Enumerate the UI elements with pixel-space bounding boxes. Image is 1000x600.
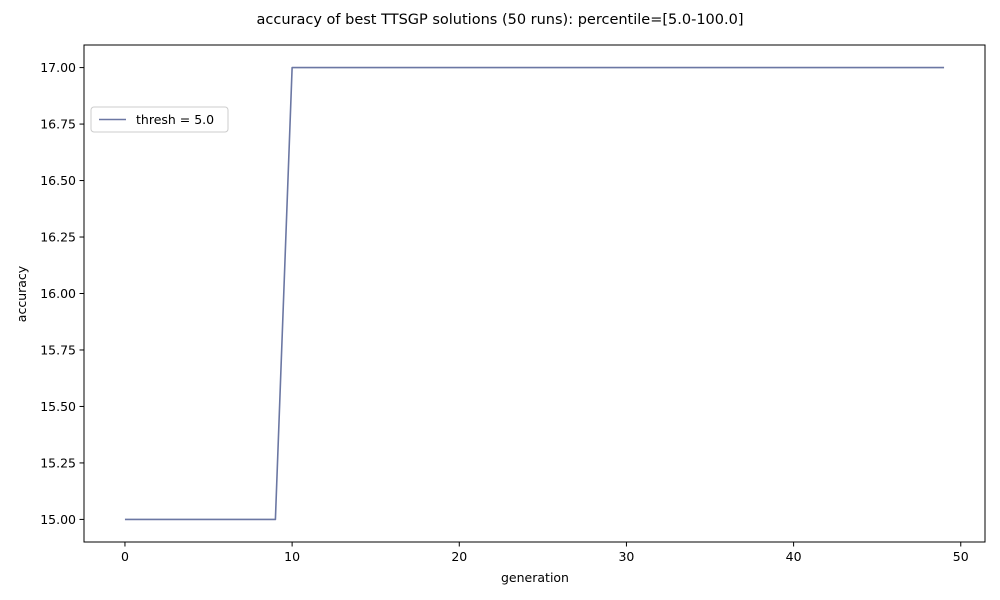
x-tick-label: 0 <box>121 549 129 564</box>
x-axis-label: generation <box>501 570 569 585</box>
legend: thresh = 5.0 <box>90 106 229 133</box>
y-tick-label: 15.50 <box>40 399 76 414</box>
x-tick-label: 50 <box>953 549 969 564</box>
legend-entry-label: thresh = 5.0 <box>136 112 214 127</box>
y-tick-label: 17.00 <box>40 60 76 75</box>
y-axis-ticks: 15.00 15.25 15.50 15.75 16.00 16.25 16.50 16.75… <box>40 60 84 527</box>
x-tick-label: 20 <box>451 549 467 564</box>
x-axis-ticks: 0 10 20 30 40 50 <box>121 542 969 564</box>
chart-title: accuracy of best TTSGP solutions (50 run… <box>257 12 744 28</box>
x-tick-label: 10 <box>284 549 300 564</box>
x-tick-label: 30 <box>618 549 634 564</box>
series-line <box>124 66 945 521</box>
y-tick-label: 16.25 <box>40 230 76 245</box>
y-tick-label: 16.75 <box>40 117 76 132</box>
y-axis-label: accuracy <box>14 265 29 322</box>
y-tick-label: 16.50 <box>40 173 76 188</box>
legend-box <box>90 106 229 133</box>
series-layer <box>124 66 945 521</box>
y-tick-label: 15.00 <box>40 512 76 527</box>
y-tick-label: 16.00 <box>40 286 76 301</box>
y-tick-label: 15.75 <box>40 342 76 357</box>
x-tick-label: 40 <box>786 549 802 564</box>
y-tick-label: 15.25 <box>40 455 76 470</box>
